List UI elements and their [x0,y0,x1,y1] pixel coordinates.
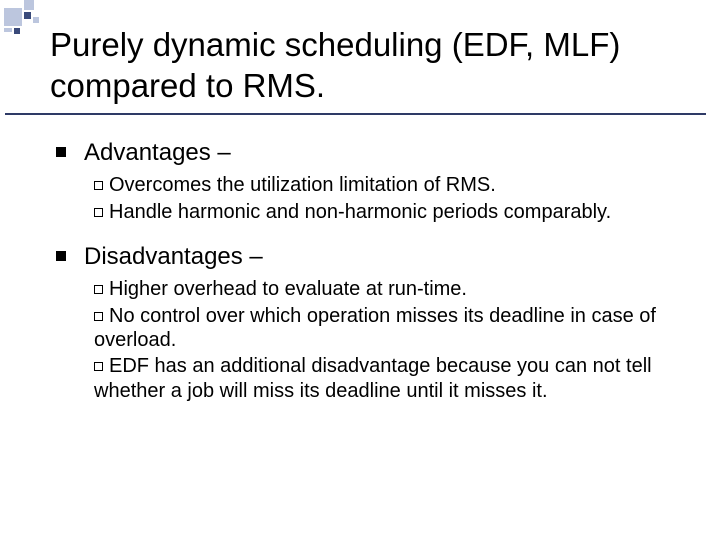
list-item: Handle harmonic and non-harmonic periods… [94,200,690,224]
section-disadvantages: Disadvantages – Higher overhead to evalu… [56,242,690,403]
bullet-filled-icon [56,147,66,157]
slide-body: Advantages – Overcomes the utilization l… [56,138,690,413]
bullet-hollow-icon [94,181,103,190]
list-item: Overcomes the utilization limitation of … [94,173,690,197]
list-item-text: Higher overhead to evaluate at run-time. [109,278,467,300]
bullet-hollow-icon [94,362,103,371]
section-advantages: Advantages – Overcomes the utilization l… [56,138,690,224]
section-label: Advantages – [84,138,231,167]
title-underline [5,113,706,115]
list-item: EDF has an additional disadvantage becau… [94,354,690,403]
list-item-text: No control over which operation misses i… [94,305,656,351]
section-label: Disadvantages – [84,242,263,271]
bullet-hollow-icon [94,285,103,294]
list-item-text: EDF has an additional disadvantage becau… [94,355,652,401]
list-item-text: Overcomes the utilization limitation of … [109,174,496,196]
list-item-text: Handle harmonic and non-harmonic periods… [109,201,611,223]
bullet-filled-icon [56,251,66,261]
slide-title: Purely dynamic scheduling (EDF, MLF) com… [50,24,700,107]
list-item: No control over which operation misses i… [94,304,690,353]
bullet-hollow-icon [94,312,103,321]
list-item: Higher overhead to evaluate at run-time. [94,277,690,301]
bullet-hollow-icon [94,208,103,217]
